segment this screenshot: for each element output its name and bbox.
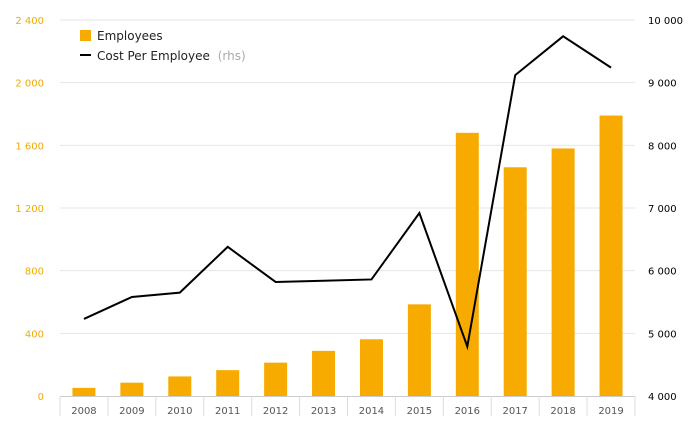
svg-text:Cost Per Employee (rhs): Cost Per Employee (rhs) bbox=[97, 49, 246, 63]
right-tick-label: 9 000 bbox=[648, 79, 677, 90]
left-tick-label: 1 600 bbox=[15, 141, 44, 152]
left-tick-label: 2 400 bbox=[15, 16, 44, 27]
left-tick-label: 800 bbox=[25, 267, 44, 278]
legend: Employees Cost Per Employee (rhs) bbox=[80, 29, 246, 63]
legend-label-rhs-note: (rhs) bbox=[218, 49, 246, 63]
bar-employees-2016 bbox=[455, 132, 479, 397]
left-tick-label: 0 bbox=[38, 392, 44, 403]
bar-employees-2009 bbox=[120, 382, 144, 396]
right-tick-label: 7 000 bbox=[648, 204, 677, 215]
bar-employees-2011 bbox=[216, 370, 240, 396]
x-tick-label: 2008 bbox=[71, 406, 96, 417]
bar-employees-2008 bbox=[72, 387, 96, 396]
left-tick-label: 1 200 bbox=[15, 204, 44, 215]
bar-employees-2018 bbox=[551, 148, 575, 396]
x-axis: 2008 2009 2010 2011 2012 2013 2014 2015 2016 2017… bbox=[59, 396, 636, 417]
gridlines bbox=[60, 19, 635, 334]
x-tick-label: 2019 bbox=[598, 406, 623, 417]
bar-employees-2019 bbox=[599, 115, 623, 397]
right-tick-label: 5 000 bbox=[648, 329, 677, 340]
x-tick-label: 2014 bbox=[359, 406, 384, 417]
left-tick-label: 400 bbox=[25, 329, 44, 340]
left-axis-ticks: 0 400 800 1 200 1 600 2 000 2 400 bbox=[15, 16, 44, 403]
bar-employees-2012 bbox=[264, 362, 288, 396]
legend-label-employees: Employees bbox=[97, 29, 163, 43]
x-tick-label: 2016 bbox=[455, 406, 480, 417]
x-tick-label: 2018 bbox=[550, 406, 575, 417]
x-tick-label: 2013 bbox=[311, 406, 336, 417]
x-tick-label: 2012 bbox=[263, 406, 288, 417]
right-axis-ticks: 4 000 5 000 6 000 7 000 8 000 9 000 10 000 bbox=[648, 16, 683, 403]
right-tick-label: 8 000 bbox=[648, 141, 677, 152]
x-tick-label: 2017 bbox=[502, 406, 527, 417]
cost-per-employee-line bbox=[83, 35, 612, 351]
legend-swatch-employees bbox=[80, 30, 91, 41]
employees-bars bbox=[72, 115, 623, 397]
x-tick-label: 2015 bbox=[407, 406, 432, 417]
right-tick-label: 10 000 bbox=[648, 16, 683, 27]
legend-label-cost-per-employee: Cost Per Employee bbox=[97, 49, 210, 63]
bar-employees-2014 bbox=[359, 339, 383, 396]
right-tick-label: 6 000 bbox=[648, 267, 677, 278]
right-tick-label: 4 000 bbox=[648, 392, 677, 403]
x-tick-label: 2009 bbox=[119, 406, 144, 417]
bar-employees-2013 bbox=[312, 350, 336, 396]
line-cost-per-employee bbox=[83, 35, 612, 351]
x-tick-label: 2011 bbox=[215, 406, 240, 417]
bar-employees-2017 bbox=[503, 167, 527, 396]
left-tick-label: 2 000 bbox=[15, 79, 44, 90]
x-tick-label: 2010 bbox=[167, 406, 192, 417]
bar-employees-2010 bbox=[168, 376, 192, 396]
bar-employees-2015 bbox=[407, 304, 431, 396]
